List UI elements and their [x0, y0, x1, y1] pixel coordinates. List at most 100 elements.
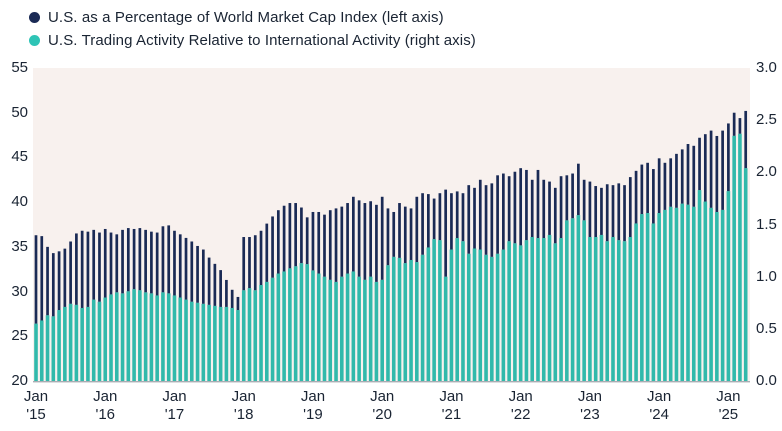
bar-market-cap	[207, 257, 211, 305]
bar-market-cap	[582, 179, 586, 221]
bar-trading-activity	[207, 304, 211, 381]
bar-market-cap	[75, 233, 78, 305]
bar-trading-activity	[391, 256, 396, 381]
bar-market-cap	[311, 211, 315, 271]
left-axis-tick: 25	[11, 327, 28, 345]
bar-market-cap	[357, 200, 361, 277]
bar-trading-activity	[403, 263, 408, 381]
bar-market-cap	[248, 237, 251, 289]
navy-legend-dot-icon	[29, 12, 40, 23]
bar-trading-activity	[305, 264, 309, 381]
bar-market-cap	[721, 130, 724, 210]
bar-market-cap	[398, 203, 401, 258]
bar-market-cap	[444, 189, 448, 277]
bar-trading-activity	[86, 306, 90, 381]
bar-trading-activity	[184, 299, 188, 381]
bar-trading-activity	[218, 306, 223, 381]
bar-trading-activity	[109, 294, 113, 381]
bar-trading-activity	[120, 293, 125, 381]
bar-market-cap	[86, 231, 90, 307]
bar-trading-activity	[674, 207, 679, 381]
bar-market-cap	[628, 177, 632, 238]
right-axis-tick: 2.0	[756, 163, 777, 181]
bar-trading-activity	[63, 306, 67, 381]
x-axis-tick: Jan '16	[93, 388, 118, 423]
bar-trading-activity	[259, 285, 263, 381]
x-axis-tick: Jan '22	[508, 388, 533, 423]
bar-trading-activity	[593, 237, 598, 381]
bar-market-cap	[657, 158, 661, 214]
bar-market-cap	[502, 173, 505, 250]
bar-trading-activity	[39, 320, 44, 381]
bar-market-cap	[242, 237, 246, 291]
bar-market-cap	[317, 211, 321, 274]
right-axis-tick: 3.0	[756, 59, 777, 76]
bar-market-cap	[196, 245, 199, 303]
x-axis-tick: Jan '25	[716, 388, 741, 423]
bar-market-cap	[69, 241, 72, 304]
bar-market-cap	[698, 137, 701, 191]
x-axis-tick: Jan '18	[231, 388, 256, 423]
bar-market-cap	[173, 230, 176, 296]
bar-market-cap	[167, 225, 171, 294]
bar-trading-activity	[634, 223, 638, 381]
bar-trading-activity	[541, 238, 546, 381]
bar-market-cap	[161, 226, 165, 293]
bar-trading-activity	[45, 315, 50, 381]
bar-market-cap	[548, 181, 551, 235]
bar-trading-activity	[189, 301, 194, 381]
bar-market-cap	[427, 194, 430, 248]
bar-market-cap	[80, 230, 84, 308]
bar-trading-activity	[114, 292, 119, 381]
x-axis-tick: Jan '17	[162, 388, 187, 423]
bar-market-cap	[680, 149, 684, 204]
bar-market-cap	[507, 176, 511, 242]
bar-market-cap	[577, 163, 580, 216]
bar-trading-activity	[605, 241, 610, 381]
bar-trading-activity	[536, 238, 540, 381]
bar-market-cap	[600, 187, 603, 235]
bar-trading-activity	[340, 276, 344, 381]
right-axis-tick: 0.5	[756, 319, 777, 337]
bar-trading-activity	[478, 249, 483, 381]
bar-trading-activity	[426, 247, 431, 381]
bar-trading-activity	[466, 253, 471, 381]
bar-trading-activity	[345, 273, 350, 381]
bar-trading-activity	[288, 268, 292, 381]
bar-market-cap	[559, 176, 563, 239]
bar-market-cap	[300, 207, 303, 264]
bar-trading-activity	[449, 249, 454, 381]
bar-trading-activity	[438, 240, 442, 381]
bar-market-cap	[63, 248, 67, 307]
bar-trading-activity	[270, 277, 275, 381]
bar-trading-activity	[149, 293, 154, 381]
bar-market-cap	[155, 232, 159, 296]
bar-market-cap	[276, 210, 280, 274]
bar-trading-activity	[576, 215, 581, 381]
bar-trading-activity	[645, 213, 650, 381]
bar-market-cap	[732, 112, 736, 136]
left-axis-tick: 40	[11, 193, 28, 211]
bar-trading-activity	[80, 307, 84, 381]
bar-trading-activity	[455, 238, 460, 381]
left-axis-tick: 35	[11, 237, 28, 255]
bar-trading-activity	[374, 281, 379, 381]
bar-market-cap	[305, 217, 309, 265]
bar-market-cap	[409, 208, 413, 260]
bar-trading-activity	[155, 295, 159, 381]
bar-trading-activity	[195, 302, 200, 381]
bar-market-cap	[519, 168, 523, 246]
bar-market-cap	[473, 187, 476, 249]
x-axis-tick: Jan '23	[577, 388, 602, 423]
legend: U.S. as a Percentage of World Market Cap…	[29, 6, 476, 52]
bar-trading-activity	[311, 270, 315, 381]
bar-market-cap	[386, 208, 390, 266]
bar-market-cap	[132, 228, 136, 290]
bar-market-cap	[571, 173, 574, 219]
x-axis-tick: Jan '19	[300, 388, 326, 423]
bar-market-cap	[103, 228, 107, 298]
left-axis-tick: 30	[11, 282, 28, 300]
bar-market-cap	[617, 183, 621, 241]
bar-market-cap	[213, 263, 217, 306]
